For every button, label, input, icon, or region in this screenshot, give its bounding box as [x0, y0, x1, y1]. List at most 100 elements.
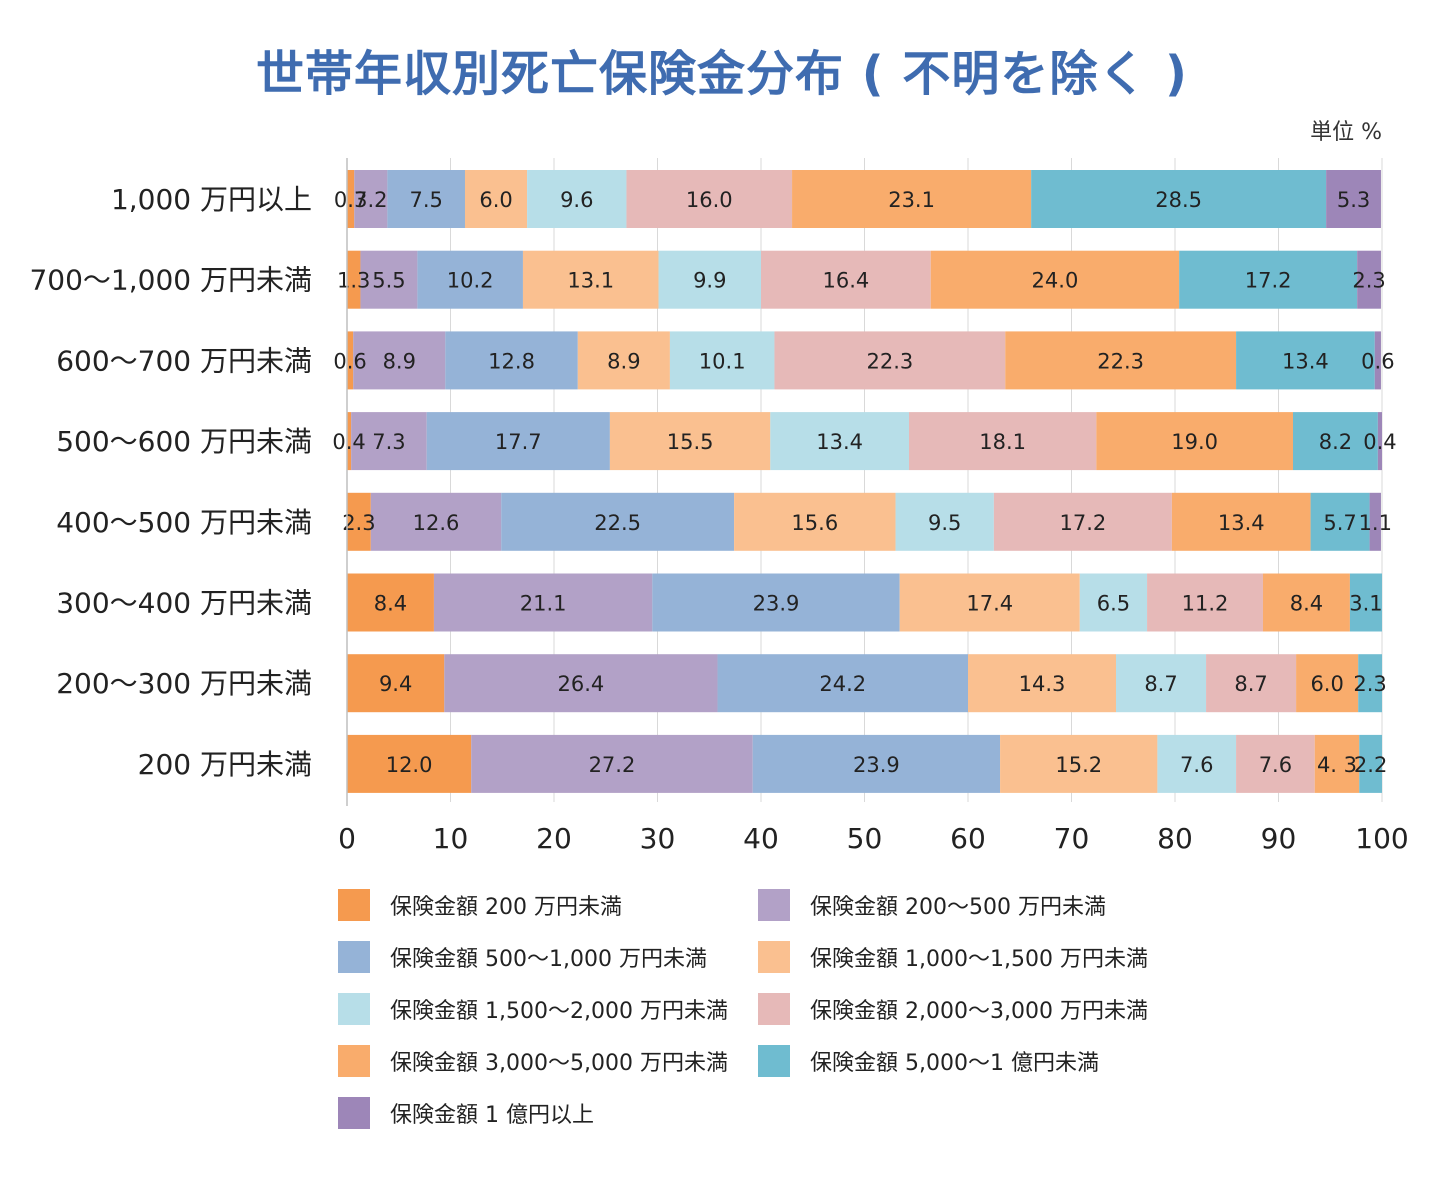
data-label: 8.7: [1144, 672, 1177, 696]
data-label: 28.5: [1155, 188, 1202, 212]
legend-item: 保険金額 500～1,000 万円未満: [338, 940, 707, 974]
bar-segment: [1358, 654, 1382, 713]
data-label: 16.0: [686, 188, 733, 212]
data-label: 15.5: [667, 430, 714, 454]
bar-segment: [347, 654, 445, 713]
data-label: 8.2: [1319, 430, 1352, 454]
data-label: 9.6: [560, 188, 593, 212]
bar-segment: [652, 573, 900, 632]
bar-segment: [1179, 250, 1358, 309]
bar-segment: [1031, 170, 1327, 228]
data-label: 18.1: [979, 430, 1026, 454]
stacked-bar-chart: 0.73.2 7.5 6.0 9.6 16.0 23.1 28.5 5.3 1.3 5.5 10.2…: [29, 158, 1409, 855]
category-label: 700～1,000 万円未満: [29, 264, 312, 297]
data-label: 21.1: [520, 592, 567, 616]
bar-segment: [1096, 412, 1293, 471]
bar-segment: [669, 331, 775, 390]
bar-segment: [1157, 734, 1237, 793]
bar-segment: [1206, 654, 1297, 713]
legend-label: 保険金額 200 万円未満: [390, 895, 622, 920]
data-label: 12.6: [413, 511, 460, 535]
data-label: 5.3: [1337, 188, 1370, 212]
data-label: 17.2: [1060, 511, 1107, 535]
data-label: 3.2: [354, 188, 387, 212]
data-label: 23.1: [888, 188, 935, 212]
bar-segment: [1079, 573, 1148, 632]
data-label: 17.2: [1245, 269, 1292, 293]
data-label: 8.4: [1290, 592, 1323, 616]
data-label: 15.6: [791, 511, 838, 535]
data-label: 8.7: [1234, 672, 1267, 696]
data-label: 8.9: [383, 349, 416, 373]
data-label: 9.9: [693, 269, 726, 293]
legend-swatch: [338, 941, 370, 973]
legend-item: 保険金額 5,000～1 億円未満: [758, 1044, 1099, 1078]
category-label: 200 万円未満: [138, 748, 312, 781]
category-label: 300～400 万円未満: [56, 587, 312, 620]
data-label: 22.5: [594, 511, 641, 535]
legend-swatch: [338, 889, 370, 921]
data-label: 0.4: [1363, 430, 1396, 454]
unit-label: 単位 %: [1310, 120, 1382, 145]
x-tick-label: 10: [433, 822, 469, 855]
data-label: 23.9: [853, 753, 900, 777]
data-label: 0.6: [1361, 349, 1394, 373]
bar-segment: [1262, 573, 1350, 632]
x-tick-label: 80: [1157, 822, 1193, 855]
data-label: 15.2: [1055, 753, 1102, 777]
data-label: 5.5: [372, 269, 405, 293]
x-tick-label: 0: [338, 822, 356, 855]
data-label: 1.3: [337, 269, 370, 293]
bar-segment: [770, 412, 910, 471]
data-label: 17.7: [495, 430, 542, 454]
data-label: 23.9: [753, 592, 800, 616]
bar-segment: [1236, 331, 1375, 390]
data-label: 11.2: [1182, 592, 1229, 616]
data-label: 12.8: [488, 349, 535, 373]
data-label: 3.1: [1349, 592, 1382, 616]
data-label: 5.7: [1323, 511, 1356, 535]
bar-segment: [792, 170, 1032, 228]
legend-swatch: [338, 993, 370, 1025]
legend-swatch: [338, 1045, 370, 1077]
bar-segment: [353, 331, 446, 390]
data-label: 6.0: [479, 188, 512, 212]
bar-segment: [1374, 331, 1381, 390]
legend-label: 保険金額 1,000～1,500 万円未満: [810, 947, 1148, 972]
x-tick-label: 60: [950, 822, 986, 855]
category-label: 400～500 万円未満: [56, 506, 312, 539]
bar-segment: [354, 170, 388, 228]
data-label: 2.3: [1353, 672, 1386, 696]
data-label: 1.1: [1359, 511, 1392, 535]
bar-segment: [522, 250, 659, 309]
data-label: 22.3: [1097, 349, 1144, 373]
bar-segment: [609, 412, 771, 471]
data-label: 8.4: [374, 592, 407, 616]
x-tick-label: 30: [640, 822, 676, 855]
bar-segment: [1357, 250, 1381, 309]
x-tick-label: 90: [1261, 822, 1297, 855]
legend-label: 保険金額 1,500～2,000 万円未満: [390, 999, 728, 1024]
bar-segment: [626, 170, 793, 228]
bar-segment: [909, 412, 1097, 471]
bar-segment: [658, 250, 761, 309]
legend-item: 保険金額 1,500～2,000 万円未満: [338, 992, 728, 1026]
bar-segment: [1000, 734, 1158, 793]
data-label: 17.4: [966, 592, 1013, 616]
data-label: 24.2: [819, 672, 866, 696]
data-label: 9.5: [928, 511, 961, 535]
bar-segment: [899, 573, 1080, 632]
bar-segment: [351, 412, 427, 471]
data-label: 6.0: [1310, 672, 1343, 696]
legend-label: 保険金額 500～1,000 万円未満: [390, 947, 707, 972]
legend-item: 保険金額 200 万円未満: [338, 888, 622, 922]
legend-swatch: [758, 941, 790, 973]
bar-segment: [895, 492, 994, 551]
legend-label: 保険金額 1 億円以上: [390, 1103, 594, 1128]
data-label: 7.5: [409, 188, 442, 212]
data-label: 13.4: [1218, 511, 1265, 535]
legend-item: 保険金額 1 億円以上: [338, 1096, 594, 1130]
data-label: 19.0: [1171, 430, 1218, 454]
legend-swatch: [338, 1097, 370, 1129]
bar-segment: [752, 734, 1001, 793]
